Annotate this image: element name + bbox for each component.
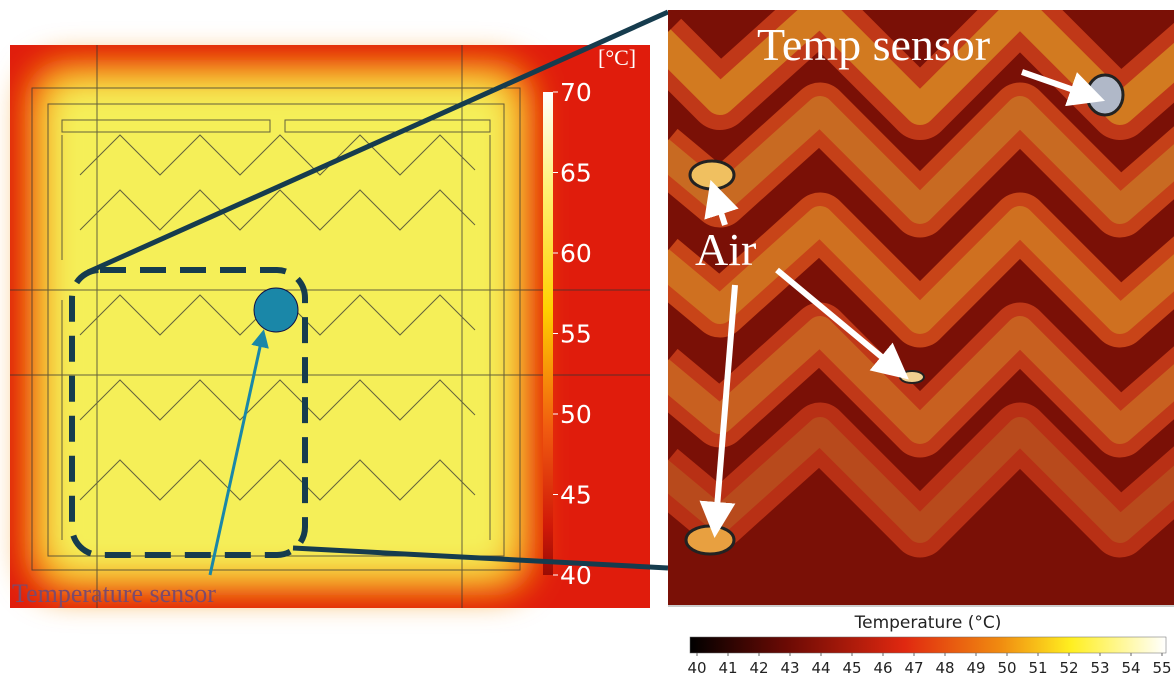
- colorbar-tick-label: 53: [1090, 659, 1109, 677]
- colorbar-tick-label: 49: [966, 659, 985, 677]
- sensor-label: Temperature sensor: [12, 579, 216, 608]
- colorbar-tick-label: 45: [560, 481, 592, 510]
- colorbar-tick-label: 51: [1028, 659, 1047, 677]
- colorbar-tick-label: 43: [780, 659, 799, 677]
- air-label: Air: [695, 224, 756, 275]
- colorbar-tick-label: 60: [560, 239, 592, 268]
- colorbar-tick-label: 54: [1121, 659, 1140, 677]
- colorbar-tick-label: 50: [560, 400, 592, 429]
- colorbar-tick-label: 52: [1059, 659, 1078, 677]
- colorbar-tick-label: 48: [935, 659, 954, 677]
- colorbar-tick-label: 55: [1152, 659, 1171, 677]
- colorbar-tick-label: 65: [560, 159, 592, 188]
- colorbar-tick-label: 45: [842, 659, 861, 677]
- colorbar-tick-label: 42: [749, 659, 768, 677]
- thermal-image: Temp sensor Air: [660, 10, 1174, 605]
- unit-label: [°C]: [598, 45, 636, 70]
- figure: [°C] 70 65 60 55 50 45 40 Temperature sensor T…: [0, 0, 1174, 677]
- temp-sensor-label: Temp sensor: [757, 19, 990, 70]
- colorbar-tick-label: 70: [560, 78, 592, 107]
- colorbar-tick-label: 46: [873, 659, 892, 677]
- colorbar-tick-label: 55: [560, 320, 592, 349]
- colorbar-title: Temperature (°C): [854, 613, 1002, 633]
- colorbar-tick-label: 40: [687, 659, 706, 677]
- colorbar-tick-label: 41: [718, 659, 737, 677]
- colorbar-tick-label: 50: [997, 659, 1016, 677]
- colorbar-tick-label: 47: [904, 659, 923, 677]
- colorbar-tick-label: 44: [811, 659, 830, 677]
